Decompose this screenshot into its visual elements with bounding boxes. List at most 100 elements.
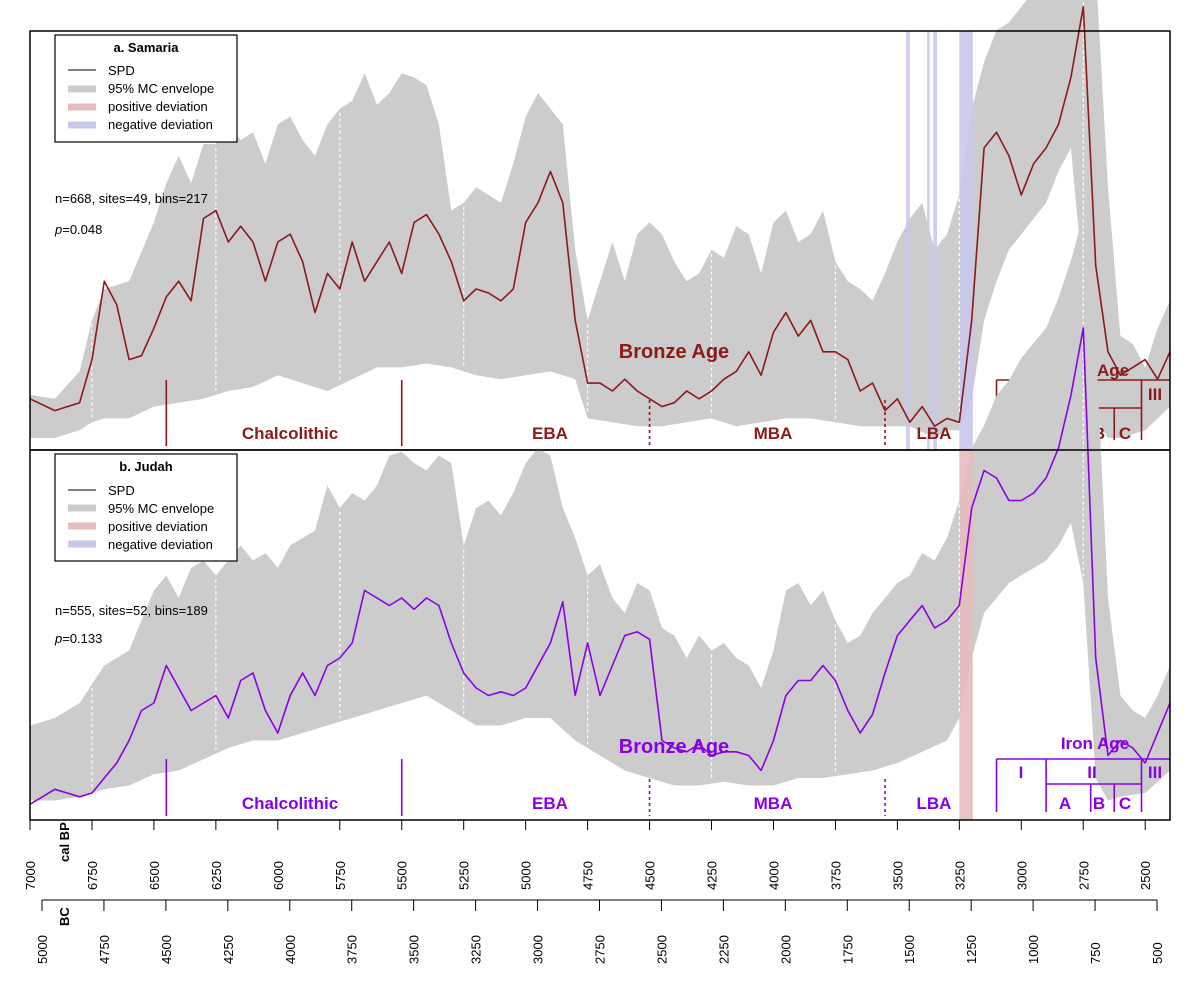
legend-spd-label: SPD bbox=[108, 483, 135, 498]
stats-n-label: n=555, sites=52, bins=189 bbox=[55, 603, 208, 618]
negative-deviation-band bbox=[959, 31, 973, 450]
bronze-age-label: Bronze Age bbox=[619, 341, 729, 363]
iron-iib-label: B bbox=[1093, 794, 1105, 813]
negative-deviation-band bbox=[927, 31, 930, 450]
bc-tick-label: 2750 bbox=[593, 935, 608, 964]
spd-curve bbox=[29, 6, 1171, 428]
bc-tick-label: 4000 bbox=[283, 935, 298, 964]
mba-label: MBA bbox=[754, 794, 793, 813]
bronze-age-label: Bronze Age bbox=[619, 736, 729, 758]
mc-envelope bbox=[30, 215, 1170, 801]
bc-tick-label: 500 bbox=[1150, 942, 1165, 964]
bc-axis: BC 5000 4750 4500 4250 4000 3750 3500 3250 3000 2… bbox=[35, 899, 1165, 964]
lba-label: LBA bbox=[917, 424, 952, 443]
calbp-tick-label: 2750 bbox=[1076, 861, 1091, 890]
calbp-tick-label: 4750 bbox=[581, 861, 596, 890]
calbp-axis-label: cal BP bbox=[57, 822, 72, 862]
panel-samaria: Bronze Age Chalcolithic EBA MBA LBA Iron… bbox=[29, 0, 1171, 451]
legend-positive-label: positive deviation bbox=[108, 99, 208, 114]
calbp-tick-label: 5250 bbox=[457, 861, 472, 890]
iron-i-label: I bbox=[1019, 763, 1024, 782]
guides-samaria bbox=[91, 0, 1084, 427]
iron-age-label: Iron Age bbox=[1061, 734, 1129, 753]
iron-ii-label: II bbox=[1087, 763, 1096, 782]
legend-title: a. Samaria bbox=[113, 40, 179, 55]
lba-label: LBA bbox=[917, 794, 952, 813]
calbp-tick-label: 3500 bbox=[890, 861, 905, 890]
calbp-tick-label: 4250 bbox=[705, 861, 720, 890]
calbp-tick-label: 5750 bbox=[333, 861, 348, 890]
bc-tick-label: 3500 bbox=[407, 935, 422, 964]
p-value: =0.133 bbox=[62, 631, 102, 646]
iron-iic-label: C bbox=[1119, 424, 1131, 443]
guides-judah bbox=[91, 219, 1084, 789]
p-symbol: p bbox=[54, 222, 62, 237]
negative-deviation-band bbox=[933, 31, 937, 450]
p-symbol: p bbox=[54, 631, 62, 646]
calbp-tick-label: 6500 bbox=[147, 861, 162, 890]
legend-envelope-label: 95% MC envelope bbox=[108, 81, 214, 96]
bc-tick-label: 2000 bbox=[778, 935, 793, 964]
calbp-tick-label: 6250 bbox=[209, 861, 224, 890]
panel-judah: Bronze Age Chalcolithic EBA MBA LBA Iron… bbox=[29, 215, 1171, 821]
envelope-samaria bbox=[30, 0, 1170, 438]
envelope-judah bbox=[30, 215, 1170, 801]
legend-negative-label: negative deviation bbox=[108, 537, 213, 552]
iron-iii-label: III bbox=[1148, 385, 1162, 404]
bc-tick-label: 4750 bbox=[97, 935, 112, 964]
legend-envelope-label: 95% MC envelope bbox=[108, 501, 214, 516]
spd-curve bbox=[29, 327, 1171, 805]
plot-frame-judah bbox=[29, 449, 1171, 821]
bc-tick-label: 4500 bbox=[159, 935, 174, 964]
bc-tick-label: 3000 bbox=[531, 935, 546, 964]
mc-envelope bbox=[30, 0, 1170, 438]
legend-positive-label: positive deviation bbox=[108, 519, 208, 534]
bc-tick-label: 1750 bbox=[840, 935, 855, 964]
eba-label: EBA bbox=[532, 794, 568, 813]
bc-tick-label: 1000 bbox=[1026, 935, 1041, 964]
bc-axis-label: BC bbox=[57, 907, 72, 926]
legend-negative-label: negative deviation bbox=[108, 117, 213, 132]
bc-tick-label: 3250 bbox=[469, 935, 484, 964]
calbp-tick-label: 6000 bbox=[271, 861, 286, 890]
legend-judah: b. Judah SPD 95% MC envelope positive de… bbox=[54, 453, 238, 562]
legend-title: b. Judah bbox=[119, 459, 173, 474]
eba-label: EBA bbox=[532, 424, 568, 443]
p-value: =0.048 bbox=[62, 222, 102, 237]
bc-tick-label: 5000 bbox=[35, 935, 50, 964]
deviation-bands-samaria bbox=[906, 31, 973, 450]
calbp-tick-label: 6750 bbox=[85, 861, 100, 890]
mba-label: MBA bbox=[754, 424, 793, 443]
bc-tick-label: 1250 bbox=[964, 935, 979, 964]
legend-samaria: a. Samaria SPD 95% MC envelope positive … bbox=[54, 34, 238, 143]
calbp-tick-label: 5500 bbox=[395, 861, 410, 890]
bc-tick-label: 1500 bbox=[902, 935, 917, 964]
calbp-tick-label: 4000 bbox=[766, 861, 781, 890]
legend-spd-label: SPD bbox=[108, 63, 135, 78]
deviation-bands-judah bbox=[959, 450, 973, 820]
bc-tick-label: 750 bbox=[1088, 942, 1103, 964]
bc-tick-label: 3750 bbox=[345, 935, 360, 964]
spd-line-samaria bbox=[29, 6, 1171, 428]
iron-iia-label: A bbox=[1059, 794, 1071, 813]
negative-deviation-band bbox=[906, 31, 910, 450]
iron-iii-label: III bbox=[1148, 763, 1162, 782]
bc-tick-label: 2250 bbox=[716, 935, 731, 964]
calbp-tick-label: 3750 bbox=[828, 861, 843, 890]
calbp-tick-label: 5000 bbox=[519, 861, 534, 890]
bc-tick-label: 2500 bbox=[654, 935, 669, 964]
positive-deviation-band bbox=[959, 450, 973, 820]
chalcolithic-label: Chalcolithic bbox=[242, 424, 338, 443]
calbp-tick-label: 3250 bbox=[952, 861, 967, 890]
calbp-tick-label: 2500 bbox=[1138, 861, 1153, 890]
calbp-tick-label: 4500 bbox=[643, 861, 658, 890]
iron-iic-label: C bbox=[1119, 794, 1131, 813]
stats-p-label: p=0.133 bbox=[54, 631, 102, 646]
calbp-tick-label: 7000 bbox=[23, 861, 38, 890]
stats-n-label: n=668, sites=49, bins=217 bbox=[55, 191, 208, 206]
calbp-axis: cal BP 7000 6750 6500 6250 6000 5750 5500 5250 5… bbox=[23, 820, 1153, 890]
bc-tick-label: 4250 bbox=[221, 935, 236, 964]
spd-line-judah bbox=[29, 327, 1171, 805]
periods-judah: Bronze Age Chalcolithic EBA MBA LBA Iron… bbox=[165, 734, 1170, 816]
